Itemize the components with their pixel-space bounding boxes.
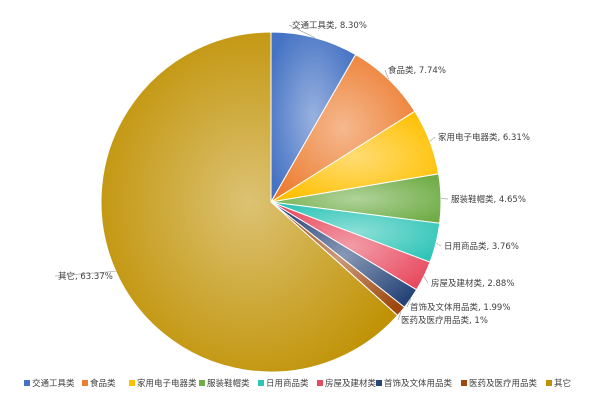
slice-9	[100, 31, 399, 373]
leader-line	[423, 276, 429, 284]
legend-swatch	[199, 380, 205, 386]
leader-line	[54, 270, 116, 277]
legend-swatch	[129, 380, 135, 386]
slice-1	[270, 31, 357, 204]
slice-label: 其它, 63.37%	[58, 271, 113, 282]
legend-swatch	[376, 380, 382, 386]
slice-label: 房屋及建材类, 2.88%	[431, 278, 514, 289]
leader-line	[406, 298, 412, 308]
slice-label: 家用电子电器类, 6.31%	[438, 132, 530, 143]
pie-slices	[100, 31, 442, 373]
leader-line	[288, 24, 315, 39]
legend-label: 首饰及文体用品类	[384, 378, 453, 389]
legend-label: 日用商品类	[266, 378, 309, 389]
legend-label: 其它	[554, 378, 571, 389]
slice-labels: 交通工具类, 8.30% 食品类, 7.74% 家用电子电器类, 6.31% 服装鞋帽…	[58, 20, 530, 326]
legend-swatch	[546, 380, 552, 386]
leader-lines	[54, 24, 449, 321]
slice-label: 首饰及文体用品类, 1.99%	[410, 302, 510, 313]
legend: 交通工具类 食品类 家用电子电器类 服装鞋帽类 日用商品类 房屋及建材类 首饰及文体用品类 医…	[24, 378, 571, 389]
leader-line	[384, 69, 390, 80]
legend-label: 医药及医疗用品类	[469, 378, 538, 389]
legend-label: 食品类	[90, 378, 116, 389]
legend-label: 服装鞋帽类	[207, 378, 250, 389]
slice-label: 食品类, 7.74%	[388, 65, 446, 76]
legend-swatch	[317, 380, 323, 386]
legend-label: 交通工具类	[32, 378, 75, 389]
legend-label: 家用电子电器类	[137, 378, 197, 389]
leader-line	[435, 242, 442, 247]
legend-swatch	[461, 380, 467, 386]
leader-line	[429, 136, 436, 142]
legend-swatch	[24, 380, 30, 386]
leader-line	[397, 311, 402, 321]
legend-label: 房屋及建材类	[325, 378, 377, 389]
slice-label: 日用商品类, 3.76%	[444, 241, 519, 252]
legend-swatch	[258, 380, 264, 386]
slice-label: 医药及医疗用品类, 1%	[401, 315, 488, 326]
slice-label: 服装鞋帽类, 4.65%	[451, 194, 526, 205]
leader-line	[440, 198, 449, 200]
slice-label: 交通工具类, 8.30%	[292, 20, 367, 31]
legend-swatch	[82, 380, 88, 386]
